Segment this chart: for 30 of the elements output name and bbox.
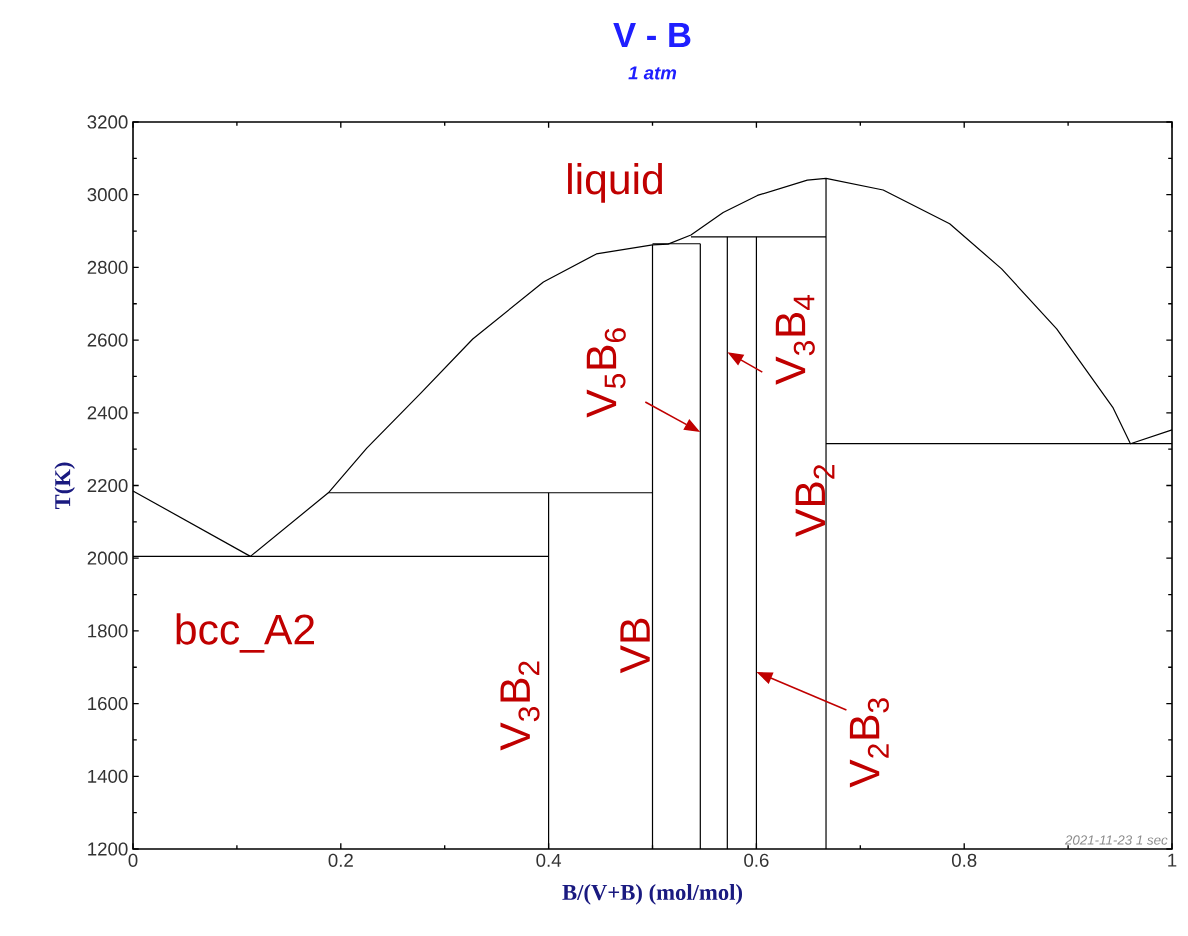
y-tick-label: 2000 bbox=[87, 551, 128, 565]
y-tick-label: 2200 bbox=[87, 478, 128, 493]
x-tick-label: 0.8 bbox=[951, 853, 977, 867]
annotation: liquid bbox=[568, 163, 663, 203]
y-axis-title: T(K) bbox=[54, 462, 75, 510]
annotation: V$_{5}$B$_{6}$ bbox=[586, 328, 626, 418]
y-tick-label: 2800 bbox=[87, 260, 128, 275]
x-tick-label: 0 bbox=[128, 853, 138, 867]
annotation: VB$_{2}$ bbox=[795, 465, 835, 537]
y-tick-label: 3000 bbox=[87, 188, 128, 202]
annotation: bcc_A2 bbox=[176, 613, 315, 653]
x-tick-label: 0.2 bbox=[328, 853, 353, 867]
annotation: V$_{3}$B$_{4}$ bbox=[775, 294, 815, 385]
annotation: 2021-11-23 1 sec bbox=[1064, 835, 1168, 845]
x-tick-label: 1 bbox=[1168, 853, 1177, 867]
y-tick-label: 2600 bbox=[87, 333, 128, 347]
y-tick-label: 2400 bbox=[87, 406, 128, 420]
x-tick-label: 0.6 bbox=[744, 853, 769, 867]
y-tick-label: 1200 bbox=[88, 842, 128, 856]
y-tick-label: 1400 bbox=[88, 769, 128, 783]
annotation: V$_{2}$B$_{3}$ bbox=[849, 698, 889, 788]
y-tick-label: 3200 bbox=[87, 115, 128, 129]
annotation: V$_{3}$B$_{2}$ bbox=[500, 661, 540, 751]
x-axis-title: B/(V+B) (mol/mol) bbox=[562, 884, 743, 905]
chart-subtitle: 1 atm bbox=[628, 66, 677, 80]
chart-title: V - B bbox=[613, 23, 691, 47]
annotation: VB bbox=[620, 618, 650, 674]
y-tick-label: 1800 bbox=[88, 624, 128, 638]
x-tick-label: 0.4 bbox=[536, 853, 562, 867]
y-tick-label: 1600 bbox=[88, 696, 128, 711]
